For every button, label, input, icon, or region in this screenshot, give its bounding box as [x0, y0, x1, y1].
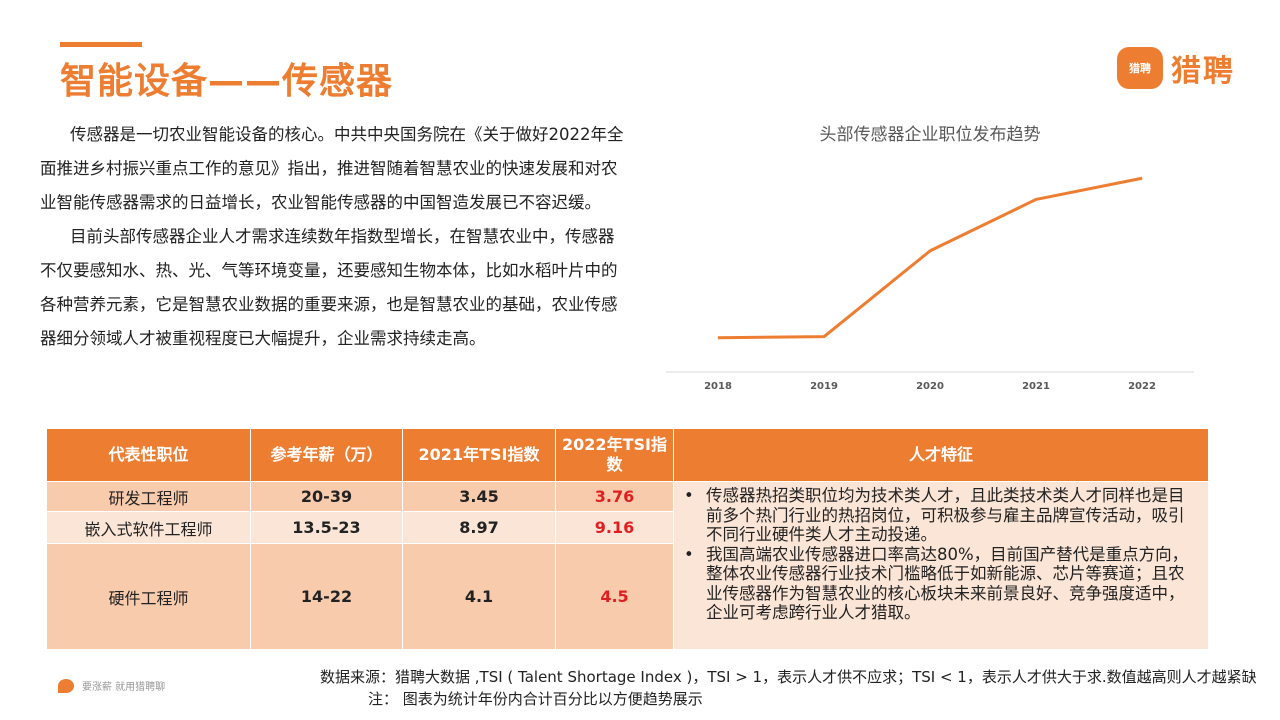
salary-cell: 14-22 — [250, 543, 403, 650]
liepin-logo-text: 猎聘 — [1171, 54, 1235, 89]
x-tick-label: 2019 — [810, 381, 838, 392]
liepin-logo[interactable]: 猎聘 猎聘 — [1117, 46, 1235, 90]
x-tick-label: 2022 — [1128, 381, 1156, 392]
tsi-2022-cell: 4.5 — [555, 543, 674, 650]
role-cell: 研发工程师 — [46, 481, 251, 512]
bullet-icon: • — [684, 544, 694, 564]
table-header-row: 代表性职位 参考年薪（万） 2021年TSI指数 2022年TSI指数 人才特征 — [46, 428, 1209, 482]
intro-paragraph-2: 目前头部传感器企业人才需求连续数年指数型增长，在智慧农业中，传感器不仅要感知水、… — [40, 220, 630, 356]
chat-bubble-icon — [58, 678, 74, 693]
role-cell: 硬件工程师 — [46, 543, 251, 650]
intro-paragraph-2-text: 目前头部传感器企业人才需求连续数年指数型增长，在智慧农业中，传感器不仅要感知水、… — [40, 227, 618, 348]
data-point — [1035, 198, 1037, 200]
feature-text: 传感器热招类职位均为技术类人才，且此类技术类人才同样也是目前多个热门行业的热招岗… — [706, 486, 1185, 544]
title-accent-bar — [60, 42, 142, 47]
x-tick-label: 2020 — [916, 381, 944, 392]
list-item: • 传感器热招类职位均为技术类人才，且此类技术类人才同样也是目前多个热门行业的热招… — [684, 486, 1198, 545]
intro-text: 传感器是一切农业智能设备的核心。中共中央国务院在《关于做好2022年全面推进乡村… — [40, 118, 630, 356]
chart-title: 头部传感器企业职位发布趋势 — [819, 125, 1041, 145]
tsi-2022-cell: 9.16 — [555, 511, 674, 544]
bullet-icon: • — [684, 486, 694, 505]
role-cell: 嵌入式软件工程师 — [46, 511, 251, 544]
salary-cell: 13.5-23 — [250, 511, 403, 544]
intro-paragraph-1-text: 传感器是一切农业智能设备的核心。中共中央国务院在《关于做好2022年全面推进乡村… — [40, 125, 624, 212]
data-point — [717, 337, 719, 339]
intro-paragraph-1: 传感器是一切农业智能设备的核心。中共中央国务院在《关于做好2022年全面推进乡村… — [40, 118, 630, 220]
header-tsi-2021: 2021年TSI指数 — [402, 428, 556, 482]
header-tsi-2022: 2022年TSI指数 — [555, 428, 674, 482]
data-source-note: 数据来源：猎聘大数据 ,TSI ( Talent Shortage Index … — [320, 668, 1257, 686]
series-line — [717, 176, 1143, 340]
salary-cell: 20-39 — [250, 481, 403, 512]
list-item: • 我国高端农业传感器进口率高达80%，目前国产替代是重点方向，整体农业传感器行业… — [684, 544, 1198, 623]
footer-logo: 要涨薪 就用猎聘聊 — [58, 678, 165, 693]
tsi-2021-cell: 3.45 — [402, 481, 556, 512]
data-point — [929, 250, 931, 252]
table-row: 研发工程师 20-39 3.45 3.76 • 传感器热招类职位均为技术类人才，且… — [46, 481, 1209, 650]
feature-text: 我国高端农业传感器进口率高达80%，目前国产替代是重点方向，整体农业传感器行业技… — [706, 544, 1189, 623]
chart-note: 注： 图表为统计年份内合计百分比以方便趋势展示 — [368, 690, 703, 708]
talent-table: 代表性职位 参考年薪（万） 2021年TSI指数 2022年TSI指数 人才特征… — [46, 428, 1209, 650]
header-salary: 参考年薪（万） — [250, 428, 403, 482]
tsi-2022-cell: 3.76 — [555, 481, 674, 512]
liepin-logo-icon: 猎聘 — [1117, 47, 1163, 89]
header-role: 代表性职位 — [46, 428, 251, 482]
x-tick-label: 2021 — [1022, 381, 1050, 392]
trend-line-chart: 2018 2019 2020 2021 2022 — [666, 176, 1194, 392]
tsi-2021-cell: 8.97 — [402, 511, 556, 544]
data-point — [823, 336, 825, 338]
talent-features-cell: • 传感器热招类职位均为技术类人才，且此类技术类人才同样也是目前多个热门行业的热招… — [673, 481, 1209, 650]
data-point — [1141, 177, 1143, 179]
footer-slogan: 要涨薪 就用猎聘聊 — [82, 682, 166, 693]
talent-features-list: • 传感器热招类职位均为技术类人才，且此类技术类人才同样也是目前多个热门行业的热招… — [682, 486, 1198, 623]
header-features: 人才特征 — [673, 428, 1209, 482]
x-tick-label: 2018 — [704, 381, 732, 392]
table-row: 硬件工程师 14-22 4.1 4.5 — [46, 543, 1209, 650]
tsi-2021-cell: 4.1 — [402, 543, 556, 650]
page-title: 智能设备——传感器 — [60, 61, 394, 102]
